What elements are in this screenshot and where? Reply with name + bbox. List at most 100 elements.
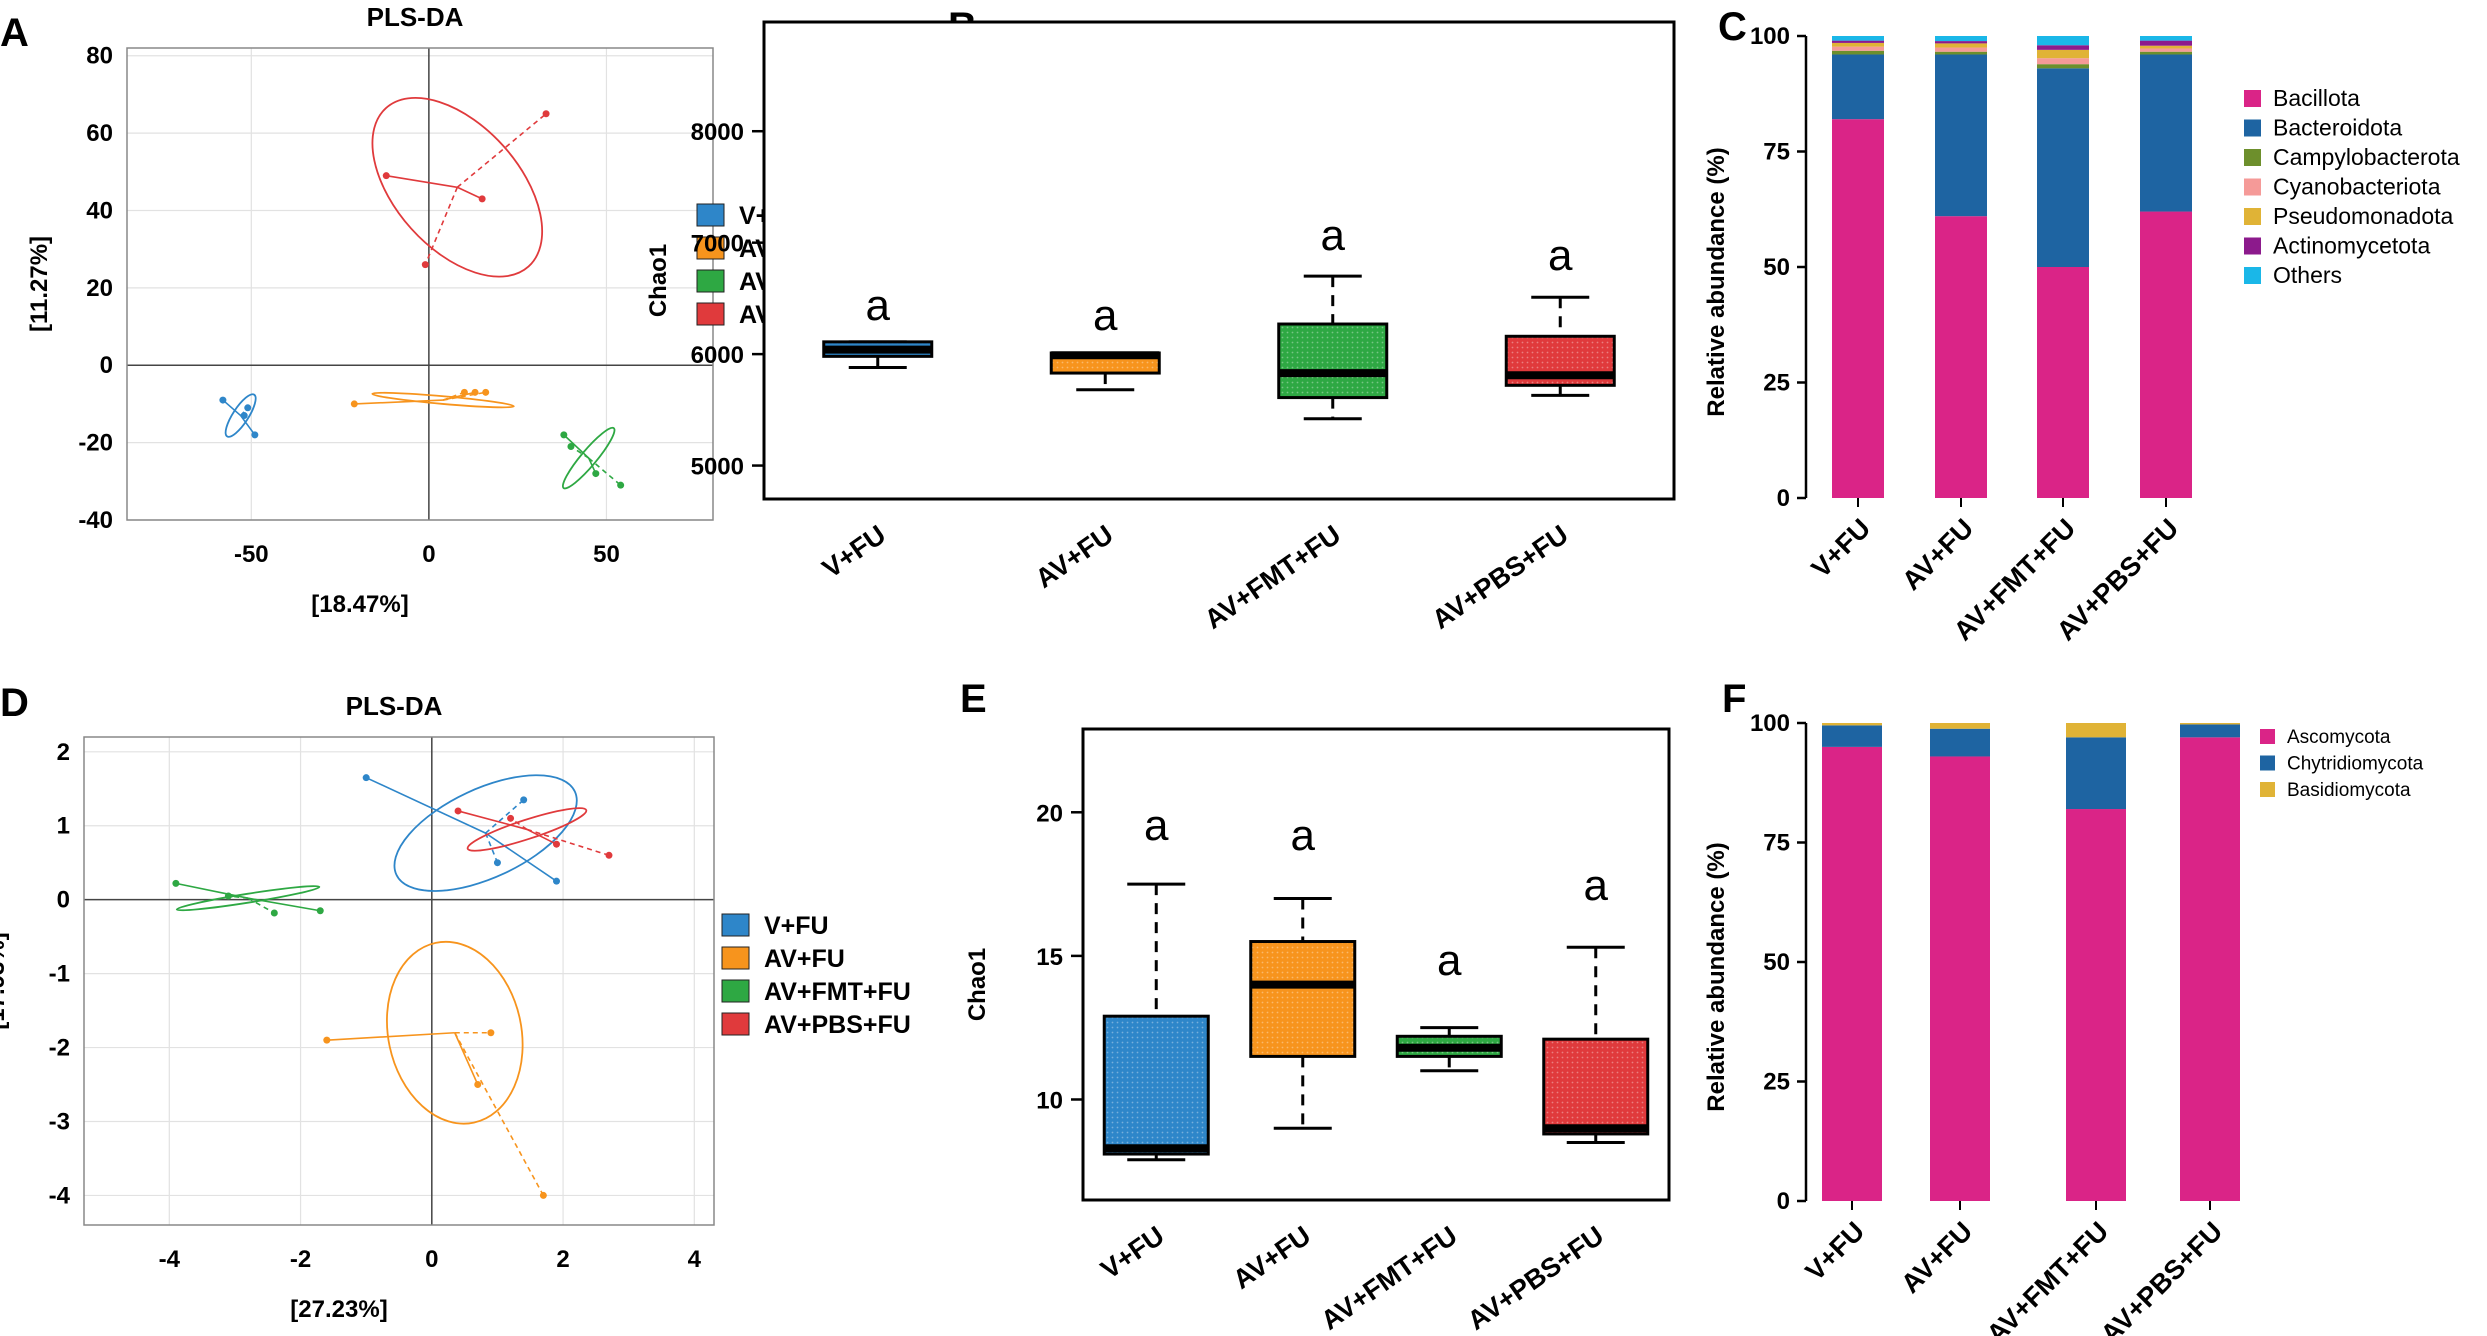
group-ellipse <box>224 393 257 438</box>
bar-segment <box>1832 50 1884 55</box>
panel-label-E: E <box>960 677 987 721</box>
centroid-spoke <box>442 391 486 401</box>
y-tick-label: 0 <box>57 887 70 914</box>
x-category-label: V+FU <box>1806 513 1877 584</box>
box-iqr <box>1249 940 1357 1058</box>
boxplot-B: 5000 6000 7000 8000 Chao1 a V+FU a AV+FU a AV+FMT+… <box>645 20 1676 635</box>
y-axis-label: Relative abundance (%) <box>1703 842 1730 1111</box>
group-ellipse <box>371 391 515 409</box>
legend-swatch <box>2244 267 2261 284</box>
plot-background <box>127 48 713 520</box>
y-tick-label: 0 <box>1777 1188 1790 1215</box>
legend-label: Bacteroidota <box>2273 115 2402 141</box>
y-tick-label: 50 <box>1763 254 1790 281</box>
data-point <box>224 892 232 900</box>
centroid-spoke <box>442 391 476 401</box>
bar-segment <box>1822 723 1882 726</box>
significance-letter: a <box>1291 811 1316 860</box>
y-tick-label: 20 <box>86 275 113 302</box>
group-ellipse <box>371 97 544 278</box>
y-tick-label: 40 <box>86 197 113 224</box>
y-tick-label: -4 <box>49 1182 71 1209</box>
data-point <box>362 774 370 782</box>
x-tick-label: 2 <box>556 1246 569 1273</box>
legend-swatch <box>696 269 725 293</box>
data-point <box>592 470 600 478</box>
panel-label-C: C <box>1718 5 1747 49</box>
x-axis-label: [18.47%] <box>311 591 408 618</box>
data-point <box>507 814 515 822</box>
stacked-bar-C: 0 25 50 75 100 Relative abundance (%) V+FU AV+F… <box>1703 23 2460 646</box>
bar-segment <box>2066 737 2126 810</box>
x-tick-label: -4 <box>159 1246 181 1273</box>
bar-segment <box>1822 746 1882 1201</box>
data-point <box>553 840 560 848</box>
centroid-spoke <box>365 776 486 834</box>
data-point <box>605 851 613 859</box>
x-category-label: AV+FU <box>1896 513 1979 596</box>
x-tick-label: 0 <box>422 541 435 568</box>
centroid-spoke <box>326 1031 455 1041</box>
centroid-spoke <box>454 1032 545 1196</box>
x-category-label: AV+FU <box>1228 1220 1317 1295</box>
y-tick-label: 75 <box>1763 830 1790 857</box>
y-tick-label: 1 <box>57 813 70 840</box>
bar-segment <box>2037 45 2089 50</box>
data-point <box>244 404 252 412</box>
legend-label: Ascomycota <box>2287 727 2391 748</box>
legend-swatch <box>2244 119 2261 137</box>
y-tick-label: -2 <box>49 1035 70 1062</box>
bar-segment <box>2140 45 2192 49</box>
centroid-spoke <box>510 817 528 831</box>
legend-label: Actinomycetota <box>2273 233 2430 259</box>
x-category-label: AV+PBS+FU <box>2095 1216 2228 1336</box>
box-iqr <box>1102 1014 1210 1156</box>
y-tick-label: 8000 <box>691 119 744 146</box>
x-category-label: AV+FMT+FU <box>1981 1216 2114 1336</box>
bar-segment <box>2180 724 2240 738</box>
x-category-label: AV+FU <box>1030 519 1119 594</box>
bar-segment <box>2037 49 2089 59</box>
data-point <box>382 172 390 180</box>
data-point <box>270 909 278 917</box>
centroid-spoke <box>247 897 321 912</box>
bar-segment <box>1832 119 1884 498</box>
y-axis-label: Chao1 <box>964 948 991 1021</box>
group-ellipse <box>386 940 524 1125</box>
y-tick-label: -40 <box>78 507 113 534</box>
bar-segment <box>2180 723 2240 725</box>
plot-background <box>84 737 714 1225</box>
y-tick-label: -1 <box>49 961 70 988</box>
centroid-spoke <box>240 407 249 417</box>
data-point <box>520 796 528 804</box>
centroid-spoke <box>456 186 483 200</box>
legend-label: Campylobacterota <box>2273 144 2460 170</box>
legend-swatch <box>721 979 750 1003</box>
legend-label: AV+PBS+FU <box>764 1011 911 1039</box>
bar-segment <box>1935 216 1987 498</box>
bar-segment <box>2066 723 2126 738</box>
bar-segment <box>2140 48 2192 52</box>
centroid-spoke <box>456 113 547 188</box>
bar-segment <box>1930 756 1990 1201</box>
data-point <box>219 396 227 404</box>
centroid-spoke <box>175 882 249 899</box>
bar-segment <box>1832 42 1884 47</box>
x-category-label: V+FU <box>1800 1216 1871 1287</box>
x-category-label: AV+FU <box>1895 1216 1978 1299</box>
data-point <box>478 195 486 203</box>
bar-segment <box>2140 211 2192 498</box>
legend-swatch <box>2260 755 2275 771</box>
x-category-label: V+FU <box>817 519 891 584</box>
bar-segment <box>2037 64 2089 69</box>
data-point <box>251 431 259 439</box>
legend-swatch <box>2244 208 2261 225</box>
bar-segment <box>1935 47 1987 52</box>
legend-swatch <box>2244 178 2261 196</box>
x-category-label: AV+PBS+FU <box>1462 1220 1609 1336</box>
legend-label: Others <box>2273 262 2342 288</box>
x-category-label: V+FU <box>1095 1220 1169 1285</box>
plsda-plot-A: -50 0 50 -40 -20 0 20 40 60 80 PLS-DA [18.47%] [11.2… <box>26 2 886 618</box>
legend-label: Basidiomycota <box>2287 780 2411 801</box>
bar-segment <box>1935 41 1987 44</box>
